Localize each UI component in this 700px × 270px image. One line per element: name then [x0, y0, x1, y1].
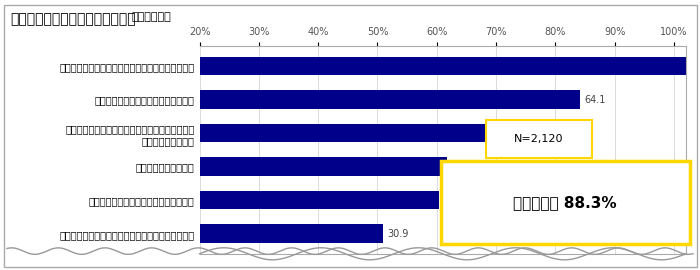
Text: 40.4: 40.4 — [444, 195, 466, 205]
Text: 調査対象の 88.3%: 調査対象の 88.3% — [513, 195, 617, 210]
Bar — [199, 191, 439, 209]
Text: 41.8: 41.8 — [452, 162, 474, 172]
Text: 30.9: 30.9 — [388, 229, 409, 239]
Bar — [199, 57, 699, 75]
Text: 57.1: 57.1 — [543, 128, 565, 138]
Bar — [199, 124, 538, 142]
Text: N=2,120: N=2,120 — [514, 134, 564, 144]
Text: 【日常生活で心がけていること】: 【日常生活で心がけていること】 — [10, 12, 136, 26]
Text: 64.1: 64.1 — [584, 94, 606, 104]
Bar — [199, 90, 580, 109]
Bar — [199, 157, 447, 176]
Bar — [199, 224, 383, 243]
Text: （複数回答）: （複数回答） — [132, 12, 171, 22]
